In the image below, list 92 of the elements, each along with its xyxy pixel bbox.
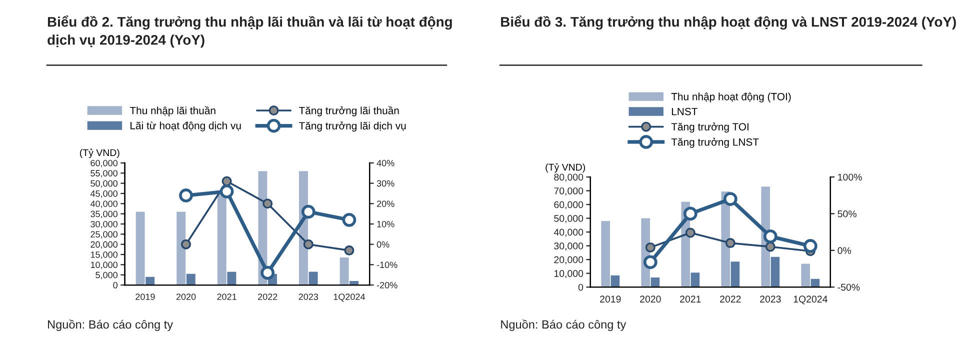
text: Nguồn: Báo cáo công ty (48, 319, 174, 331)
x-tick-label: 2019 (600, 296, 621, 303)
y-tick-label: 25,000 (90, 231, 118, 239)
y-tick-label: 45,000 (90, 190, 118, 198)
point (303, 239, 314, 250)
y-tick-label: 30,000 (90, 220, 118, 228)
bar (730, 262, 740, 288)
x-tick-label: 2023 (760, 296, 781, 303)
point (645, 242, 656, 252)
point (220, 184, 234, 198)
bar (340, 258, 349, 286)
x-tick-label: 2023 (298, 294, 318, 300)
legend-label: LNST (672, 108, 698, 116)
y-tick-label: 50,000 (90, 180, 118, 188)
point (725, 238, 736, 248)
chart-title: Biểu đồ 3. Tăng trưởng thu nhập hoạt động và LNST 2019-2024 (YoY) (501, 15, 956, 30)
y-tick-label: 40,000 (90, 200, 118, 208)
y-tick-label: 40,000 (554, 228, 584, 237)
y2-tick-label: -50% (838, 284, 860, 291)
y2-tick-label: -10% (376, 262, 398, 268)
point (344, 245, 354, 256)
point (260, 266, 275, 280)
point (685, 228, 696, 238)
y-axis-title: (Tỷ VND) (546, 163, 585, 173)
point (765, 242, 776, 252)
bar (136, 212, 145, 286)
x-tick-label: 2022 (720, 296, 741, 303)
x-tick-label: 2019 (136, 294, 155, 300)
y-tick-label: 5,000 (96, 272, 118, 280)
bar (610, 275, 620, 288)
bar (176, 212, 186, 286)
bar (690, 272, 700, 288)
y-tick-label: 20,000 (554, 256, 584, 264)
legend-label: Tăng trưởng lãi dịch vụ (299, 122, 406, 132)
y-tick-label: 80,000 (554, 174, 584, 182)
bar (186, 274, 196, 286)
y-tick-label: 0 (578, 284, 584, 291)
y-tick-label: 10,000 (90, 262, 118, 270)
legend-label: Tăng trưởng TOI (671, 122, 748, 133)
y-tick-label: 10,000 (554, 270, 584, 278)
legend-label: Lãi từ hoạt động dịch vụ (130, 122, 241, 132)
y-axis-title: (Tỷ VND) (80, 148, 120, 158)
text: Nguồn: Báo cáo công ty (501, 319, 626, 331)
x-tick-label: 2021 (217, 294, 236, 300)
y-tick-label: 60,000 (554, 201, 584, 210)
y-tick-label: 15,000 (90, 251, 118, 259)
bar (650, 277, 660, 288)
y-tick-label: 35,000 (90, 210, 118, 218)
y2-tick-label: 100% (838, 174, 862, 181)
point (179, 188, 193, 202)
y2-tick-label: -20% (376, 282, 398, 288)
point (262, 198, 273, 209)
y2-tick-label: 0% (376, 241, 390, 248)
point (683, 206, 698, 221)
chart-title: Biểu đồ 2. Tăng trưởng thu nhập lãi thuần và lãi từ hoạt động dịch vụ 2019-2024 (YoY) (48, 15, 452, 48)
legend-label: Tăng trưởng LNST (671, 138, 759, 148)
y2-tick-label: 10% (377, 220, 394, 228)
point (803, 239, 818, 253)
bar (146, 276, 155, 286)
point (342, 212, 356, 227)
point (301, 204, 316, 219)
legend-label: Thu nhập lãi thuần (130, 106, 216, 116)
bar (308, 272, 318, 286)
bar (227, 272, 236, 286)
bar (801, 264, 810, 288)
y2-tick-label: 50% (838, 210, 856, 218)
y2-tick-label: 20% (377, 200, 394, 207)
point (181, 239, 191, 250)
y-tick-label: 20,000 (90, 241, 118, 249)
y2-tick-label: 40% (376, 160, 394, 166)
point (643, 255, 658, 270)
x-tick-label: 2020 (640, 296, 661, 303)
y-tick-label: 60,000 (90, 160, 118, 168)
y-tick-label: 55,000 (90, 170, 118, 178)
x-tick-label: 2022 (258, 294, 278, 300)
point (763, 229, 778, 244)
bar (601, 221, 610, 288)
x-tick-label: 1Q2024 (334, 294, 365, 302)
y-tick-label: 30,000 (554, 242, 584, 251)
x-tick-label: 1Q2024 (794, 296, 828, 304)
y-tick-label: 50,000 (554, 215, 584, 224)
y2-tick-label: 0% (838, 247, 852, 254)
x-tick-label: 2021 (680, 296, 701, 303)
y2-tick-label: 30% (376, 180, 394, 187)
y-tick-label: 70,000 (554, 187, 584, 196)
point (222, 176, 232, 186)
point (723, 192, 738, 206)
x-tick-label: 2020 (176, 294, 196, 300)
bar (770, 256, 780, 288)
legend-label: Tăng trưởng lãi thuần (299, 106, 399, 116)
legend-label: Thu nhập hoạt động (TOI) (671, 92, 791, 102)
y-tick-label: 0 (113, 282, 118, 288)
